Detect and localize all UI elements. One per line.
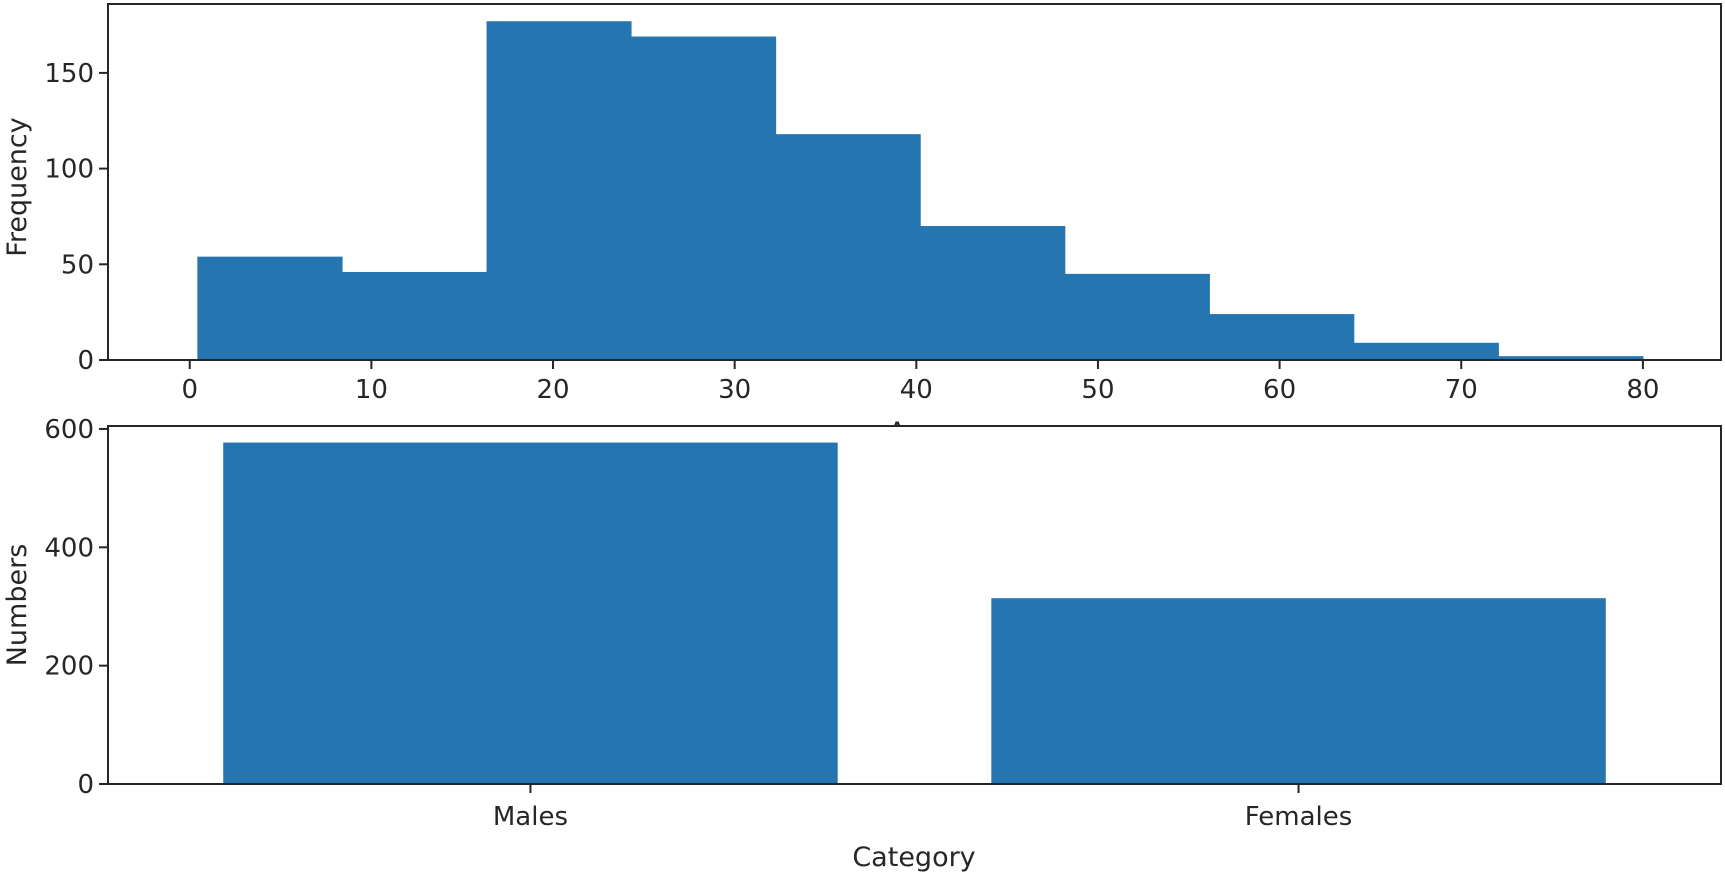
- histogram-bar: [1353, 342, 1499, 360]
- histogram-bar: [486, 21, 632, 361]
- category-bar-chart: Males Females 0 200 400 600 Category Numbers: [2, 415, 1722, 873]
- bar-chart-x-ticks: Males Females: [493, 784, 1352, 832]
- bar-chart-x-tick-label: Males: [493, 802, 568, 832]
- histogram-bar: [197, 256, 343, 360]
- bar-chart-x-axis-title: Category: [852, 842, 975, 873]
- histogram-y-tick-label: 0: [77, 346, 94, 376]
- bar-chart-y-ticks: 0 200 400 600: [44, 415, 108, 800]
- histogram-x-ticks: 0 10 20 30 40 50 60 70 80: [181, 360, 1659, 405]
- histogram-x-tick-label: 20: [536, 375, 569, 405]
- histogram-y-ticks: 0 50 100 150: [44, 59, 108, 376]
- histogram-bar: [630, 36, 777, 361]
- histogram-axes-frame: [107, 3, 1722, 361]
- histogram-x-tick-label: 40: [900, 375, 933, 405]
- histogram-bars: [197, 21, 1644, 361]
- bar-chart-y-tick-label: 600: [44, 415, 94, 445]
- histogram-bar: [1209, 314, 1355, 360]
- histogram-y-tick-label: 100: [44, 155, 94, 185]
- histogram-y-axis-title: Frequency: [2, 117, 33, 257]
- histogram-x-tick-label: 0: [181, 375, 198, 405]
- bar-axes-frame: [107, 425, 1722, 785]
- histogram-bar: [341, 271, 488, 360]
- histogram-x-tick-label: 70: [1445, 375, 1478, 405]
- bar-males: [223, 442, 838, 784]
- histogram-bar: [920, 226, 1066, 360]
- bar-females: [991, 598, 1606, 784]
- histogram-x-tick-label: 80: [1626, 375, 1659, 405]
- histogram-x-tick-label: 10: [355, 375, 388, 405]
- histogram-x-tick-label: 50: [1081, 375, 1114, 405]
- histogram-x-tick-label: 30: [718, 375, 751, 405]
- histogram-y-tick-label: 150: [44, 59, 94, 89]
- bar-chart-y-axis-title: Numbers: [2, 544, 33, 667]
- histogram-bar: [775, 134, 921, 360]
- histogram-y-tick-label: 50: [61, 250, 94, 280]
- bar-chart-bars: [223, 442, 1606, 784]
- bar-chart-y-tick-label: 200: [44, 652, 94, 682]
- bar-chart-y-tick-label: 400: [44, 533, 94, 563]
- bar-chart-y-tick-label: 0: [77, 770, 94, 800]
- bar-chart-x-tick-label: Females: [1245, 802, 1353, 832]
- histogram-bar: [1064, 273, 1210, 360]
- histogram-bar: [1498, 356, 1644, 360]
- histogram-x-tick-label: 60: [1263, 375, 1296, 405]
